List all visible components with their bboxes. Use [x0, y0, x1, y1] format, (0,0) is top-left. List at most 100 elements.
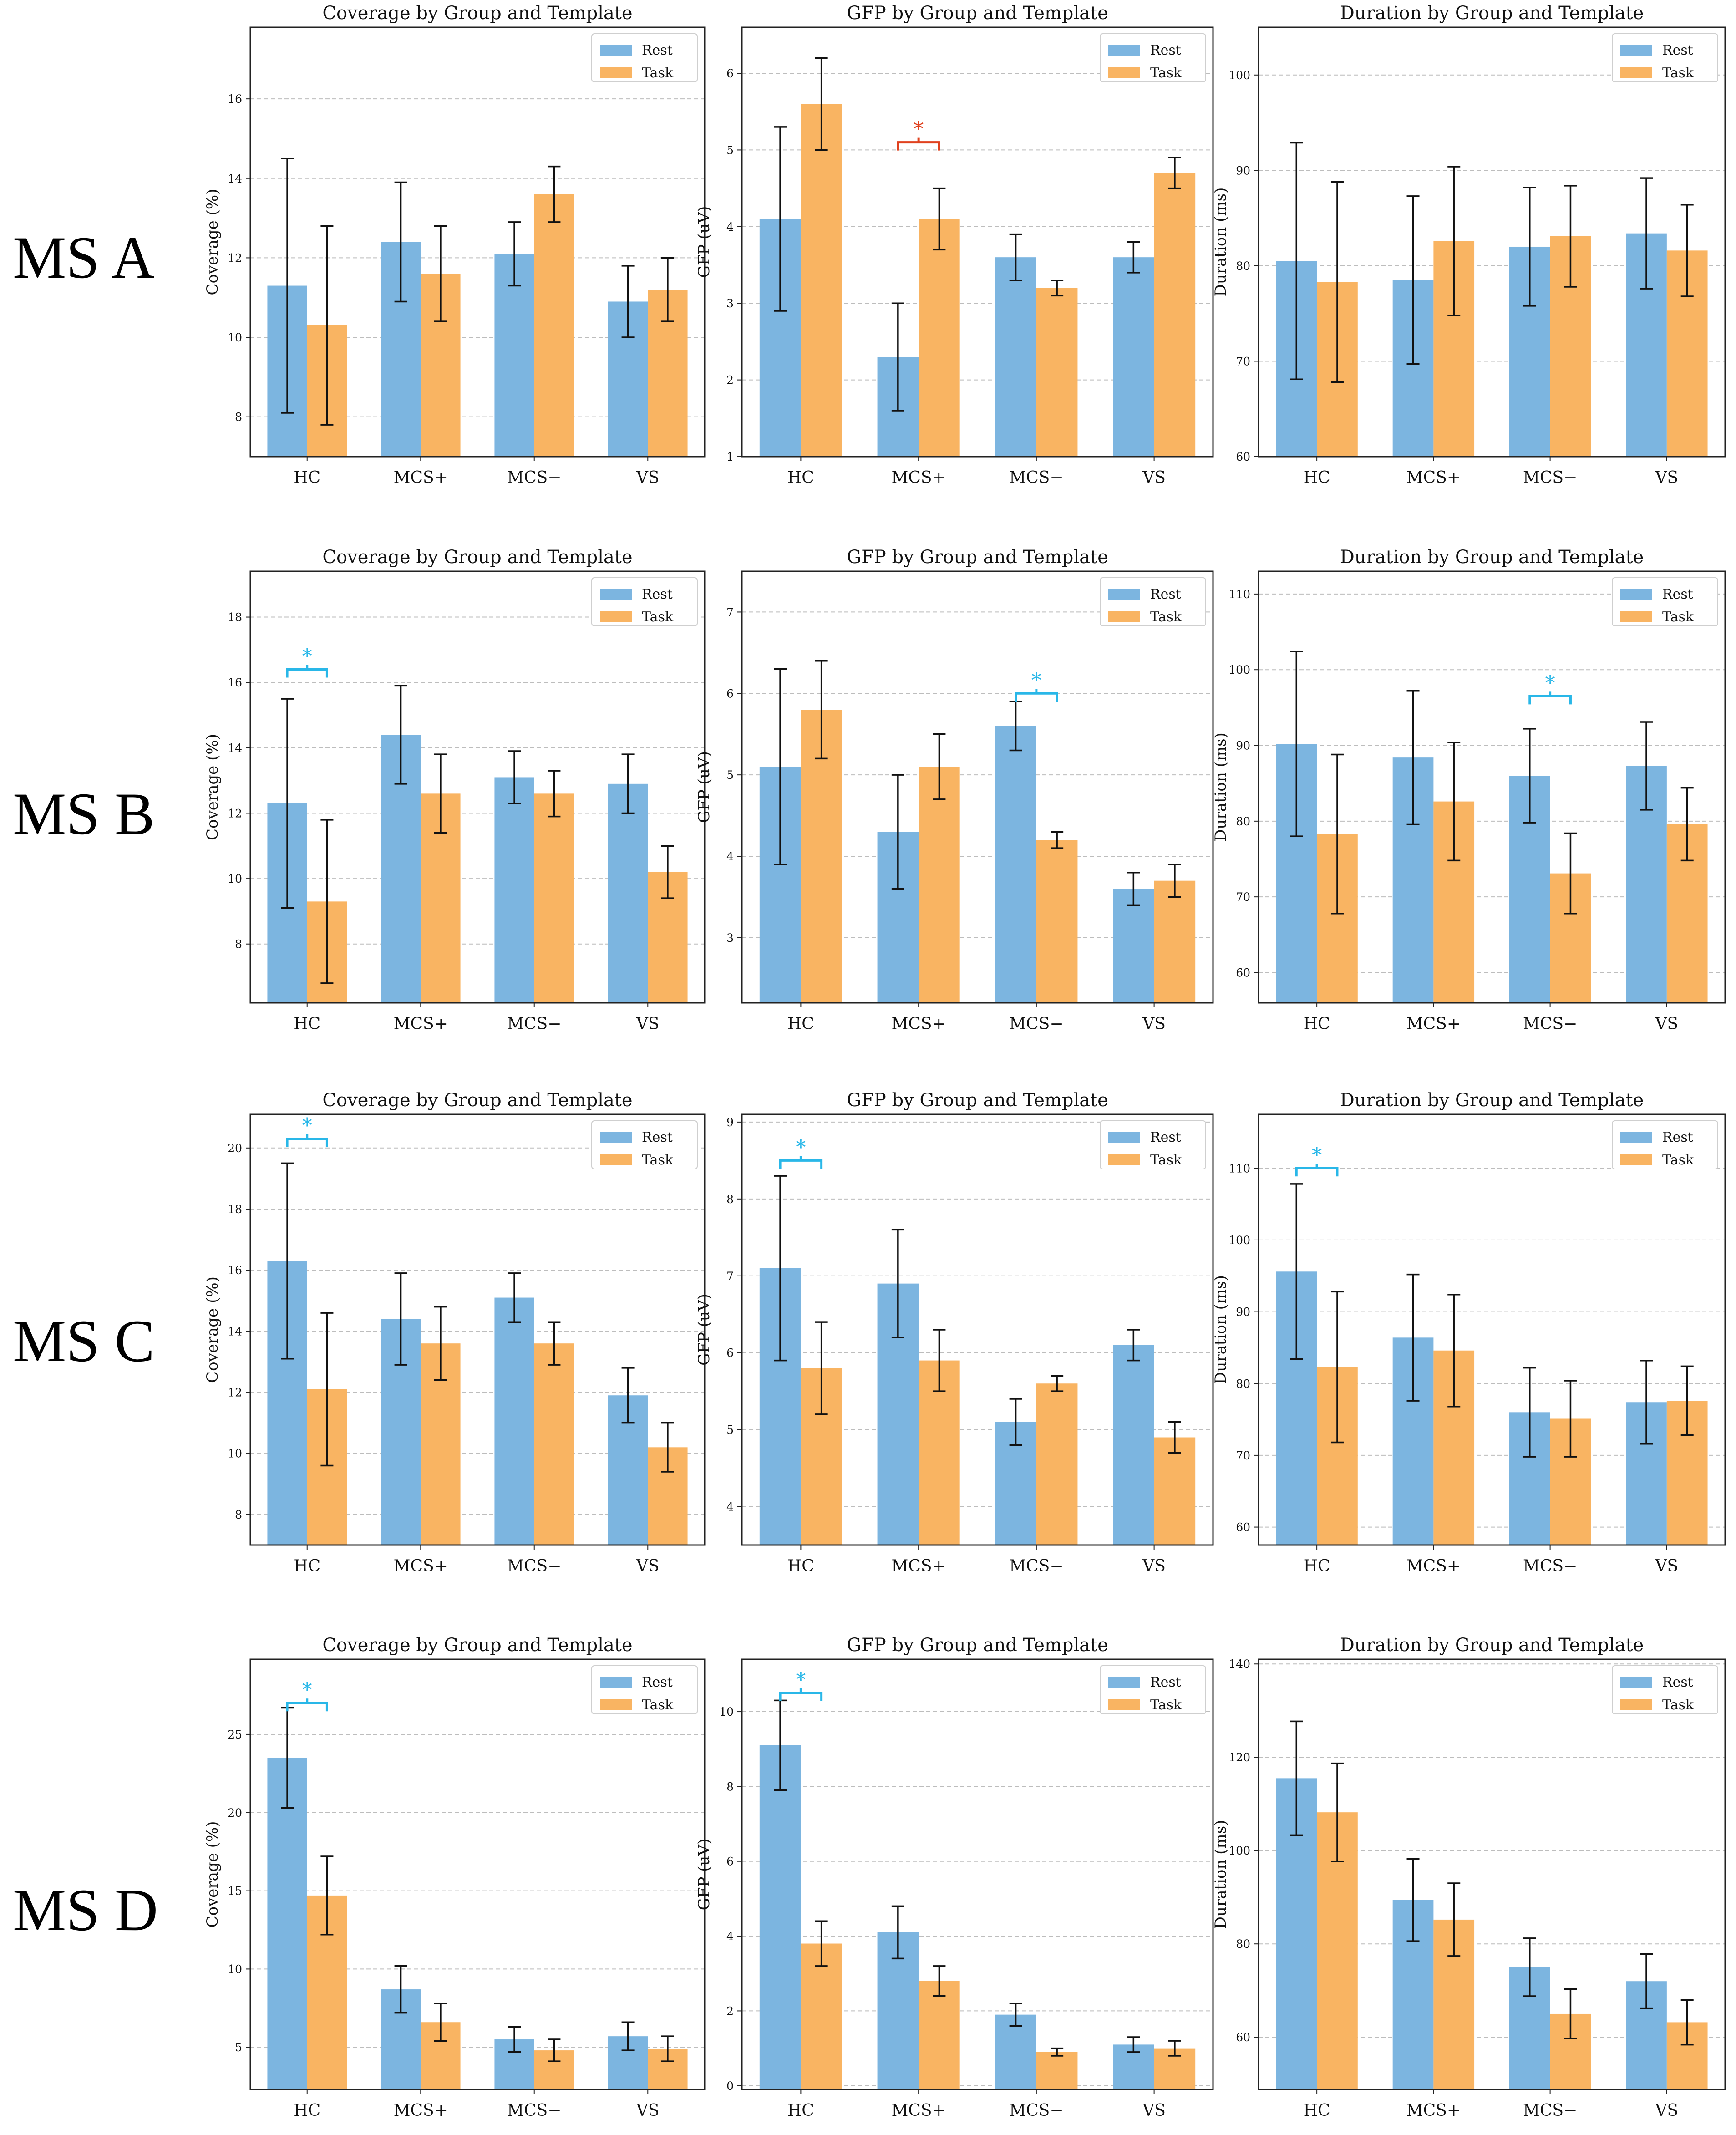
bar-rest-mcsminus: [995, 2014, 1036, 2089]
bar-rest-vs: [1113, 1345, 1154, 1545]
chart-title: GFP by Group and Template: [847, 1090, 1108, 1111]
y-tick-label: 70: [1236, 355, 1250, 368]
x-tick-label: VS: [1142, 1015, 1166, 1033]
y-tick-label: 100: [1228, 663, 1250, 676]
chart-ms-d-gfp: GFP by Group and Template 0 2 4 6 8 10 GFP (uV)…: [695, 1635, 1214, 2120]
significance-star: *: [1031, 669, 1041, 692]
legend-label-rest: Rest: [1150, 1129, 1181, 1145]
legend-swatch-task: [600, 1154, 632, 1165]
bar-rest-mcsminus: [995, 257, 1036, 457]
legend-swatch-rest: [600, 1677, 632, 1688]
chart-ms-a-gfp: GFP by Group and Template 1 2 3 4 5 6 GFP (uV) *…: [695, 3, 1214, 487]
legend-swatch-task: [1620, 1154, 1652, 1165]
y-tick-label: 12: [228, 251, 242, 264]
bar-task-vs: [1154, 1437, 1196, 1545]
significance-bracket: [1015, 689, 1058, 702]
y-tick-label: 10: [719, 1705, 734, 1718]
chart-ms-c-gfp: GFP by Group and Template 4 5 6 7 8 9 GFP (uV) *…: [695, 1090, 1214, 1576]
legend-label-rest: Rest: [1662, 1129, 1693, 1145]
bar-task-vs: [1154, 173, 1196, 457]
chart-ms-a-coverage: Coverage by Group and Template 8 10 12 14 16 C…: [203, 3, 706, 487]
x-tick-label: HC: [1304, 468, 1330, 487]
x-tick-label: HC: [1304, 2101, 1330, 2120]
chart-title: GFP by Group and Template: [847, 1635, 1108, 1656]
bar-task-mcsminus: [534, 793, 574, 1003]
bar-task-mcsminus: [534, 194, 574, 457]
legend-swatch-rest: [1620, 1677, 1652, 1688]
significance-bracket: [1295, 1164, 1339, 1177]
y-tick-label: 70: [1236, 1449, 1250, 1462]
x-tick-label: MCS+: [394, 1015, 448, 1033]
legend-label-task: Task: [1150, 1697, 1182, 1713]
chart-ms-d-duration: Duration by Group and Template 60 80 100 120…: [1212, 1635, 1726, 2120]
significance-bracket: [286, 665, 328, 678]
significance-bracket: [1528, 691, 1572, 705]
y-tick-label: 70: [1236, 890, 1250, 904]
bar-rest-vs: [608, 783, 648, 1003]
y-axis-label: Duration (ms): [1212, 188, 1230, 297]
y-tick-label: 7: [726, 605, 734, 619]
legend-label-rest: Rest: [1662, 586, 1693, 602]
bar-rest-mcsminus: [494, 254, 534, 457]
y-tick-label: 10: [228, 872, 242, 885]
x-tick-label: HC: [787, 1015, 814, 1033]
bar-rest-mcsminus: [995, 726, 1036, 1003]
y-tick-label: 5: [726, 1423, 734, 1437]
legend-swatch-task: [600, 1699, 632, 1710]
legend-label-rest: Rest: [642, 1129, 673, 1145]
x-tick-label: MCS+: [394, 2101, 448, 2120]
significance-star: *: [914, 118, 924, 141]
y-tick-label: 80: [1236, 259, 1250, 273]
y-axis-label: Duration (ms): [1212, 1275, 1230, 1384]
plot-frame: [741, 1658, 1214, 2090]
y-tick-label: 10: [228, 1447, 242, 1460]
chart-ms-c-coverage: Coverage by Group and Template 8 10 12 14 16 1…: [203, 1090, 706, 1576]
legend-label-rest: Rest: [642, 1674, 673, 1690]
x-tick-label: MCS−: [1523, 1557, 1577, 1576]
x-tick-label: VS: [636, 1015, 660, 1033]
y-axis-label: Duration (ms): [1212, 1820, 1230, 1929]
y-tick-label: 3: [726, 931, 734, 945]
bar-task-mcsminus: [534, 1343, 574, 1545]
plot-frame: [249, 1658, 706, 2090]
y-tick-label: 5: [726, 143, 734, 157]
legend-swatch-rest: [1108, 45, 1140, 56]
y-tick-label: 6: [726, 687, 734, 700]
significance-bracket: [779, 1688, 823, 1701]
legend-label-task: Task: [642, 1152, 674, 1168]
x-tick-label: MCS−: [1009, 1015, 1063, 1033]
y-tick-label: 14: [228, 742, 242, 755]
legend-label-rest: Rest: [642, 586, 673, 602]
x-tick-label: MCS−: [1523, 468, 1577, 487]
y-axis-label: GFP (uV): [695, 206, 713, 278]
legend-label-rest: Rest: [1662, 42, 1693, 58]
y-tick-label: 60: [1236, 2031, 1250, 2044]
plot-frame: [741, 26, 1214, 458]
plot-frame: [249, 570, 706, 1004]
x-tick-label: VS: [1142, 1557, 1166, 1576]
y-tick-label: 80: [1236, 815, 1250, 828]
legend-label-task: Task: [1662, 65, 1694, 81]
legend-label-rest: Rest: [1150, 586, 1181, 602]
legend-label-rest: Rest: [1662, 1674, 1693, 1690]
legend-swatch-task: [1108, 67, 1140, 78]
legend-swatch-rest: [1620, 45, 1652, 56]
x-tick-label: HC: [294, 468, 320, 487]
chart-title: Duration by Group and Template: [1340, 3, 1644, 24]
y-tick-label: 16: [228, 92, 242, 106]
y-tick-label: 12: [228, 807, 242, 820]
row-label-ms-d: MS D: [13, 1876, 158, 1943]
legend-swatch-task: [600, 611, 632, 622]
legend-swatch-rest: [1620, 589, 1652, 600]
legend-swatch-rest: [600, 45, 632, 56]
y-tick-label: 80: [1236, 1377, 1250, 1390]
legend-label-rest: Rest: [1150, 42, 1181, 58]
y-tick-label: 4: [726, 220, 734, 234]
bar-task-mcsplus: [919, 1981, 960, 2089]
x-tick-label: VS: [636, 1557, 660, 1576]
y-tick-label: 1: [726, 450, 734, 463]
x-tick-label: HC: [1304, 1557, 1330, 1576]
x-tick-label: MCS+: [1406, 468, 1461, 487]
y-axis-label: Coverage (%): [203, 1821, 222, 1928]
plot-frame: [1258, 26, 1726, 458]
